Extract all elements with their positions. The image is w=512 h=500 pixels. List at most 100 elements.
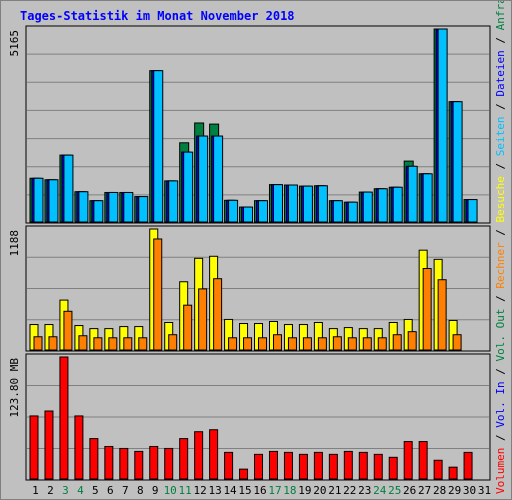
legend-separator: / (494, 156, 507, 176)
bar-rechner-day-23 (362, 337, 372, 351)
bar-volumen-day-19 (298, 453, 308, 480)
day-label-17: 17 (268, 484, 281, 497)
bar-rechner-day-8 (138, 337, 148, 351)
day-label-9: 9 (152, 484, 159, 497)
bar-seiten-day-19 (302, 185, 313, 223)
bar-rechner-day-17 (272, 334, 282, 351)
bar-seiten-day-13 (213, 135, 224, 223)
bar-volumen-day-28 (433, 459, 443, 480)
legend-separator: / (494, 222, 507, 242)
bar-seiten-day-23 (362, 191, 373, 223)
day-label-27: 27 (418, 484, 431, 497)
bar-seiten-day-14 (228, 199, 239, 223)
legend-seiten: Seiten (494, 116, 507, 156)
bar-seiten-day-10 (168, 180, 179, 223)
bar-volumen-day-16 (254, 453, 264, 480)
chart-title: Tages-Statistik im Monat November 2018 (20, 9, 295, 23)
bar-seiten-day-22 (347, 201, 358, 223)
bar-rechner-day-21 (332, 336, 342, 351)
bar-rechner-day-13 (213, 278, 223, 351)
legend-separator: / (494, 30, 507, 50)
day-label-11: 11 (179, 484, 192, 497)
bar-volumen-day-22 (343, 450, 353, 480)
bar-seiten-day-30 (467, 199, 478, 223)
day-label-5: 5 (92, 484, 99, 497)
legend-volin: Vol. In (494, 381, 507, 427)
bar-rechner-day-5 (93, 337, 103, 351)
bar-rechner-day-11 (183, 304, 193, 351)
bar-seiten-day-3 (63, 154, 74, 223)
bar-seiten-day-24 (377, 188, 388, 223)
bar-seiten-day-11 (183, 151, 194, 223)
bar-volumen-day-7 (119, 447, 129, 480)
legend-right: Volumen / Vol. In / Vol. Out / Rechner /… (494, 1, 507, 494)
bar-seiten-day-21 (332, 200, 343, 223)
day-label-8: 8 (137, 484, 144, 497)
legend-separator: / (494, 289, 507, 309)
bar-seiten-day-17 (272, 184, 283, 223)
bar-rechner-day-29 (452, 334, 462, 351)
bar-seiten-day-26 (407, 165, 418, 223)
bar-rechner-day-26 (407, 331, 417, 351)
day-label-2: 2 (47, 484, 54, 497)
legend-besuche: Besuche (494, 176, 507, 222)
legend-rechner: Rechner (494, 242, 507, 289)
bar-seiten-day-18 (287, 184, 298, 223)
bar-rechner-day-4 (78, 335, 88, 351)
legend-anfragen: Anfragen (494, 1, 507, 30)
bar-seiten-day-25 (392, 186, 403, 223)
bar-seiten-day-16 (258, 200, 269, 223)
bar-volumen-day-29 (448, 466, 458, 480)
bar-seiten-day-12 (198, 135, 209, 223)
bar-volumen-day-9 (149, 445, 159, 480)
legend-separator: / (494, 362, 507, 382)
bar-volumen-day-21 (328, 453, 338, 480)
bar-volumen-day-14 (224, 451, 234, 480)
bar-volumen-day-20 (313, 451, 323, 480)
bar-rechner-day-10 (168, 334, 178, 351)
bar-rechner-day-3 (63, 310, 73, 351)
day-label-15: 15 (238, 484, 251, 497)
bar-seiten-day-29 (452, 101, 463, 223)
bar-rechner-day-22 (347, 337, 357, 351)
bar-rechner-day-20 (317, 337, 327, 351)
bar-seiten-day-20 (317, 185, 328, 223)
bar-rechner-day-25 (392, 334, 402, 351)
day-label-20: 20 (313, 484, 326, 497)
bar-volumen-day-13 (209, 429, 219, 480)
day-label-4: 4 (77, 484, 84, 497)
bar-seiten-day-9 (153, 70, 164, 223)
day-label-26: 26 (403, 484, 416, 497)
bar-volumen-day-27 (418, 441, 428, 480)
bar-rechner-day-2 (48, 336, 58, 351)
legend-volumen: Volumen (494, 448, 507, 494)
legend-separator: / (494, 428, 507, 448)
bar-rechner-day-16 (258, 337, 268, 351)
day-label-24: 24 (373, 484, 387, 497)
bar-volumen-day-25 (388, 456, 398, 480)
bar-volumen-day-6 (104, 445, 114, 480)
bar-volumen-day-26 (403, 441, 413, 480)
bar-volumen-day-11 (179, 438, 189, 480)
bar-rechner-day-12 (198, 288, 208, 351)
bar-rechner-day-7 (123, 337, 133, 351)
bar-seiten-day-28 (437, 28, 448, 223)
bar-rechner-day-1 (33, 336, 43, 351)
day-label-19: 19 (298, 484, 311, 497)
bar-rechner-day-9 (153, 238, 163, 351)
bar-seiten-day-6 (108, 191, 119, 223)
day-label-13: 13 (208, 484, 221, 497)
bar-seiten-day-27 (422, 173, 433, 223)
bar-seiten-day-15 (243, 206, 254, 223)
bar-volumen-day-24 (373, 453, 383, 480)
day-label-12: 12 (194, 484, 207, 497)
day-label-22: 22 (343, 484, 356, 497)
legend-volout: Vol. Out (494, 309, 507, 362)
bar-volumen-day-17 (268, 450, 278, 480)
bar-volumen-day-3 (59, 356, 69, 480)
bar-volumen-day-15 (239, 468, 249, 480)
bar-volumen-day-10 (164, 447, 174, 480)
bar-rechner-day-18 (287, 337, 297, 351)
bar-seiten-day-4 (78, 191, 89, 223)
bar-volumen-day-1 (29, 415, 39, 480)
